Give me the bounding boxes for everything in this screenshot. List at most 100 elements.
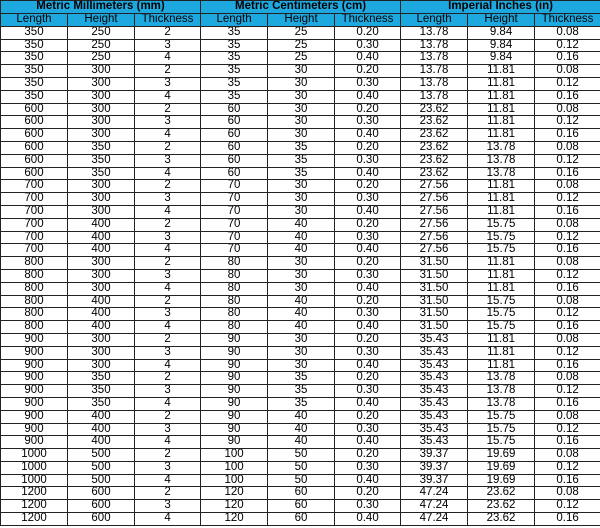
table-cell: 0.30	[334, 307, 402, 322]
table-cell: 0.40	[334, 51, 402, 66]
table-row: 1000 500 4 100 50 0.40 39.37 19.69 0.16	[0, 473, 600, 488]
table-cell: 900	[0, 435, 68, 450]
table-cell: 4	[133, 128, 202, 142]
table-cell: 0.40	[334, 358, 402, 373]
table-cell: 2	[133, 371, 202, 386]
table-row: 600 350 4 60 35 0.40 23.62 13.78 0.16	[0, 166, 600, 181]
table-cell: 23.62	[467, 499, 536, 514]
table-cell: 31.50	[400, 281, 469, 296]
table-cell: 0.08	[534, 102, 600, 117]
table-cell: 350	[67, 140, 135, 155]
table-cell: 250	[67, 51, 135, 66]
table-cell: 60	[200, 153, 269, 168]
table-cell: 30	[267, 268, 336, 283]
table-cell: 11.81	[467, 345, 536, 360]
table-cell: 3	[133, 460, 202, 475]
table-cell: 0.16	[534, 512, 600, 526]
table-cell: 500	[67, 460, 135, 475]
table-cell: 350	[67, 166, 135, 181]
table-row: 350 300 3 35 30 0.30 13.78 11.81 0.12	[0, 76, 600, 91]
table-cell: 0.40	[334, 512, 402, 526]
table-cell: 0.16	[534, 243, 600, 258]
table-row: 700 400 3 70 40 0.30 27.56 15.75 0.12	[0, 230, 600, 245]
table-cell: 80	[200, 294, 269, 309]
table-cell: 300	[67, 89, 135, 104]
table-cell: 35	[200, 51, 269, 66]
table-cell: 1000	[0, 448, 68, 462]
table-cell: 70	[200, 230, 269, 245]
table-cell: 35.43	[400, 435, 469, 450]
table-cell: 90	[200, 409, 269, 424]
table-cell: 0.16	[534, 281, 600, 296]
table-cell: 350	[0, 76, 68, 91]
table-cell: 47.24	[400, 499, 469, 514]
table-cell: 80	[200, 307, 269, 322]
table-cell: 0.12	[534, 230, 600, 245]
table-cell: 11.81	[467, 89, 536, 104]
table-cell: 47.24	[400, 486, 469, 501]
column-header: Thickness	[133, 13, 202, 27]
table-cell: 900	[0, 358, 68, 373]
table-row: 800 300 4 80 30 0.40 31.50 11.81 0.16	[0, 281, 600, 296]
table-cell: 400	[67, 243, 135, 258]
table-cell: 2	[133, 179, 202, 194]
table-cell: 2	[133, 25, 202, 40]
table-cell: 40	[267, 307, 336, 322]
table-cell: 600	[67, 512, 135, 526]
table-cell: 15.75	[467, 294, 536, 309]
table-cell: 70	[200, 204, 269, 219]
table-cell: 40	[267, 294, 336, 309]
table-cell: 400	[67, 422, 135, 437]
table-cell: 35.43	[400, 384, 469, 398]
table-cell: 35	[267, 384, 336, 398]
table-cell: 0.08	[534, 140, 600, 155]
table-cell: 0.16	[534, 51, 600, 66]
table-cell: 4	[133, 243, 202, 258]
table-cell: 13.78	[467, 396, 536, 411]
table-cell: 39.37	[400, 460, 469, 475]
table-cell: 23.62	[400, 128, 469, 142]
table-cell: 30	[267, 204, 336, 219]
table-cell: 31.50	[400, 320, 469, 334]
table-cell: 0.40	[334, 320, 402, 334]
table-cell: 0.30	[334, 192, 402, 206]
table-cell: 0.20	[334, 217, 402, 232]
table-cell: 350	[67, 396, 135, 411]
table-cell: 4	[133, 320, 202, 334]
table-cell: 30	[267, 345, 336, 360]
table-cell: 15.75	[467, 422, 536, 437]
table-cell: 13.78	[467, 166, 536, 181]
table-cell: 800	[0, 268, 68, 283]
table-cell: 60	[200, 115, 269, 130]
table-cell: 47.24	[400, 512, 469, 526]
table-cell: 100	[200, 460, 269, 475]
table-row: 800 300 2 80 30 0.20 31.50 11.81 0.08	[0, 256, 600, 270]
table-cell: 0.40	[334, 128, 402, 142]
table-cell: 0.30	[334, 345, 402, 360]
table-row: 700 300 3 70 30 0.30 27.56 11.81 0.12	[0, 192, 600, 206]
table-cell: 4	[133, 204, 202, 219]
table-cell: 35	[267, 166, 336, 181]
table-cell: 60	[200, 128, 269, 142]
table-cell: 40	[267, 243, 336, 258]
column-header: Length	[400, 13, 469, 27]
table-cell: 30	[267, 128, 336, 142]
table-cell: 30	[267, 332, 336, 347]
table-cell: 27.56	[400, 230, 469, 245]
table-cell: 0.16	[534, 89, 600, 104]
table-cell: 19.69	[467, 460, 536, 475]
table-cell: 0.30	[334, 76, 402, 91]
table-cell: 70	[200, 243, 269, 258]
table-cell: 35	[267, 396, 336, 411]
column-header: Length	[200, 13, 269, 27]
table-cell: 700	[0, 243, 68, 258]
table-row: 800 400 2 80 40 0.20 31.50 15.75 0.08	[0, 294, 600, 309]
group-header-in: Imperial Inches (in)	[400, 0, 600, 14]
table-cell: 0.20	[334, 294, 402, 309]
table-cell: 11.81	[467, 358, 536, 373]
table-cell: 13.78	[400, 38, 469, 53]
table-cell: 600	[0, 153, 68, 168]
table-cell: 300	[67, 102, 135, 117]
table-cell: 600	[67, 499, 135, 514]
table-row: 800 400 3 80 40 0.30 31.50 15.75 0.12	[0, 307, 600, 322]
